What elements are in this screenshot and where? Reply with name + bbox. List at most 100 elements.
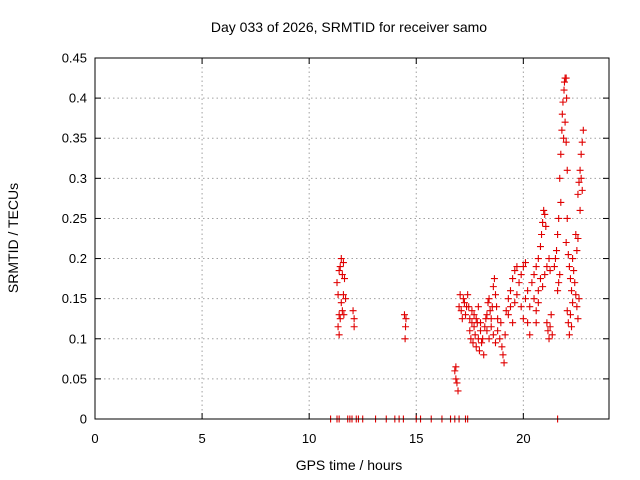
x-tick-label: 20 bbox=[516, 431, 530, 446]
data-point bbox=[534, 255, 542, 263]
data-point bbox=[489, 283, 497, 291]
data-point bbox=[570, 267, 578, 275]
data-point bbox=[498, 343, 506, 351]
data-point bbox=[490, 275, 498, 283]
data-point bbox=[556, 271, 564, 279]
data-point bbox=[457, 307, 465, 315]
data-point bbox=[452, 375, 460, 383]
data-point bbox=[337, 255, 345, 263]
data-point bbox=[568, 287, 576, 295]
data-point bbox=[548, 331, 556, 339]
data-point bbox=[565, 331, 573, 339]
data-point bbox=[528, 279, 536, 287]
data-point bbox=[336, 263, 344, 271]
data-point bbox=[541, 271, 549, 279]
data-point bbox=[554, 230, 562, 238]
data-point bbox=[574, 315, 582, 323]
data-point bbox=[568, 323, 576, 331]
data-point bbox=[467, 335, 475, 343]
data-point bbox=[543, 263, 551, 271]
data-point bbox=[534, 299, 542, 307]
data-point bbox=[551, 255, 559, 263]
y-tick-label: 0.05 bbox=[62, 371, 87, 386]
data-point bbox=[513, 291, 521, 299]
data-point bbox=[560, 86, 568, 94]
data-point bbox=[481, 323, 489, 331]
data-point bbox=[559, 98, 567, 106]
data-point bbox=[558, 110, 566, 118]
data-point bbox=[349, 307, 357, 315]
data-point bbox=[458, 315, 466, 323]
data-point bbox=[569, 255, 577, 263]
data-point bbox=[524, 287, 532, 295]
x-tick-label: 0 bbox=[91, 431, 98, 446]
data-point bbox=[480, 351, 488, 359]
data-point bbox=[504, 311, 512, 319]
data-point bbox=[460, 299, 468, 307]
data-point bbox=[579, 126, 587, 134]
data-point bbox=[540, 206, 548, 214]
data-point bbox=[454, 387, 462, 395]
y-tick-label: 0 bbox=[80, 412, 87, 427]
data-point bbox=[544, 327, 552, 335]
data-point bbox=[350, 315, 358, 323]
data-point bbox=[565, 263, 573, 271]
data-point bbox=[452, 363, 460, 371]
data-point bbox=[577, 174, 585, 182]
data-point bbox=[536, 243, 544, 251]
data-point bbox=[563, 307, 571, 315]
data-point bbox=[555, 214, 563, 222]
data-point bbox=[484, 299, 492, 307]
data-point bbox=[471, 331, 479, 339]
data-point bbox=[479, 335, 487, 343]
data-point bbox=[556, 174, 564, 182]
data-point bbox=[526, 331, 534, 339]
data-point bbox=[553, 247, 561, 255]
data-point bbox=[468, 307, 476, 315]
x-tick-label: 5 bbox=[198, 431, 205, 446]
data-point bbox=[572, 230, 580, 238]
data-point bbox=[341, 275, 349, 283]
data-point bbox=[487, 315, 495, 323]
data-point bbox=[489, 331, 497, 339]
data-point bbox=[511, 267, 519, 275]
data-point bbox=[470, 323, 478, 331]
data-point bbox=[477, 327, 484, 335]
data-point bbox=[573, 303, 581, 311]
data-point bbox=[509, 275, 517, 283]
data-point bbox=[338, 271, 346, 279]
data-point bbox=[562, 239, 570, 247]
data-point bbox=[573, 247, 581, 255]
data-point bbox=[561, 118, 569, 126]
data-point bbox=[530, 271, 538, 279]
data-point bbox=[530, 295, 538, 303]
data-point bbox=[545, 255, 553, 263]
y-axis-title: SRMTID / TECUs bbox=[5, 183, 21, 293]
data-point bbox=[577, 150, 585, 158]
data-point bbox=[483, 327, 491, 335]
data-point bbox=[578, 138, 586, 146]
data-point bbox=[542, 222, 550, 230]
chart-title: Day 033 of 2026, SRMTID for receiver sam… bbox=[211, 19, 487, 35]
data-point bbox=[563, 94, 571, 102]
tick-layer: 0 0.05 0.1 0.15 0.2 0.25 0.3 0.35 0.4 0.45 0 5 10 15 2… bbox=[62, 51, 609, 446]
data-point bbox=[502, 307, 510, 315]
data-point bbox=[566, 275, 574, 283]
grid-layer bbox=[95, 58, 609, 419]
data-point bbox=[538, 230, 546, 238]
data-point bbox=[506, 287, 514, 295]
data-point bbox=[562, 74, 570, 82]
data-point bbox=[485, 335, 493, 343]
data-point bbox=[459, 295, 467, 303]
data-point bbox=[470, 311, 478, 319]
y-tick-label: 0.3 bbox=[69, 171, 87, 186]
data-point bbox=[519, 263, 527, 271]
data-point bbox=[486, 307, 494, 315]
data-point bbox=[569, 299, 577, 307]
data-point bbox=[491, 291, 499, 299]
data-point bbox=[572, 291, 580, 299]
data-point bbox=[539, 283, 547, 291]
data-point bbox=[339, 291, 347, 299]
data-point bbox=[532, 263, 540, 271]
data-point bbox=[464, 291, 472, 299]
